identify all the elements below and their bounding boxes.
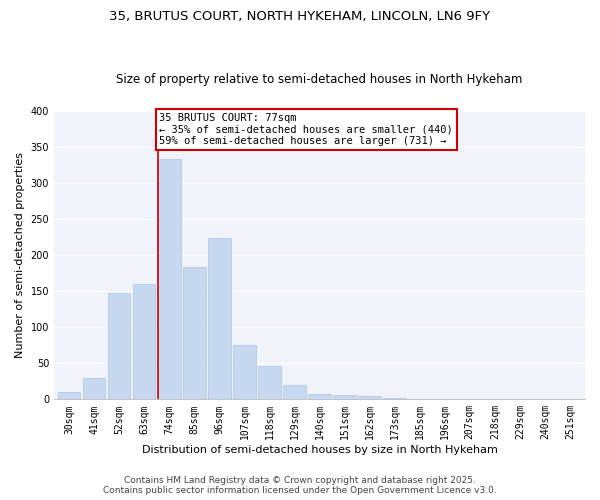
Bar bbox=[158, 159, 181, 400]
Bar bbox=[283, 385, 306, 400]
Bar bbox=[133, 284, 155, 400]
X-axis label: Distribution of semi-detached houses by size in North Hykeham: Distribution of semi-detached houses by … bbox=[142, 445, 497, 455]
Bar bbox=[258, 366, 281, 400]
Text: 35 BRUTUS COURT: 77sqm
← 35% of semi-detached houses are smaller (440)
59% of se: 35 BRUTUS COURT: 77sqm ← 35% of semi-det… bbox=[159, 113, 453, 146]
Text: Contains HM Land Registry data © Crown copyright and database right 2025.
Contai: Contains HM Land Registry data © Crown c… bbox=[103, 476, 497, 495]
Y-axis label: Number of semi-detached properties: Number of semi-detached properties bbox=[15, 152, 25, 358]
Bar bbox=[83, 378, 106, 400]
Bar bbox=[333, 395, 356, 400]
Title: Size of property relative to semi-detached houses in North Hykeham: Size of property relative to semi-detach… bbox=[116, 73, 523, 86]
Bar bbox=[383, 398, 406, 400]
Bar bbox=[358, 396, 381, 400]
Bar bbox=[58, 392, 80, 400]
Text: 35, BRUTUS COURT, NORTH HYKEHAM, LINCOLN, LN6 9FY: 35, BRUTUS COURT, NORTH HYKEHAM, LINCOLN… bbox=[109, 10, 491, 23]
Bar bbox=[108, 292, 130, 400]
Bar bbox=[308, 394, 331, 400]
Bar bbox=[183, 266, 206, 400]
Bar bbox=[208, 238, 230, 400]
Bar bbox=[233, 345, 256, 400]
